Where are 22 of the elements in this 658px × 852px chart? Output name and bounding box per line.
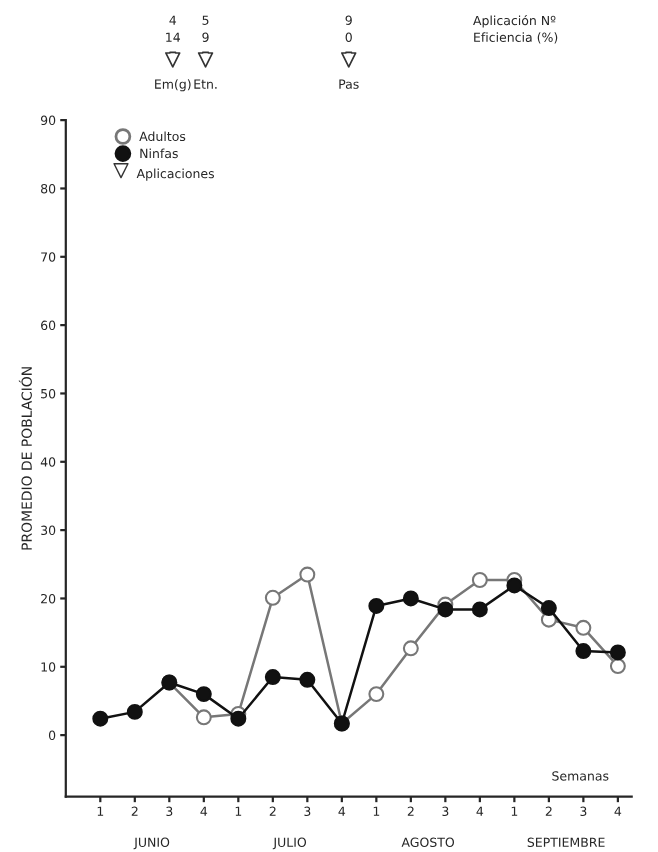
point bbox=[471, 601, 488, 618]
point bbox=[437, 601, 454, 618]
point bbox=[402, 640, 419, 657]
point bbox=[575, 643, 592, 660]
point bbox=[299, 671, 316, 688]
point bbox=[299, 566, 316, 583]
point bbox=[126, 703, 143, 720]
point bbox=[368, 597, 385, 614]
point bbox=[92, 710, 109, 727]
point bbox=[368, 686, 385, 703]
point bbox=[540, 600, 557, 617]
point bbox=[575, 619, 592, 636]
point bbox=[609, 658, 626, 675]
point bbox=[506, 577, 523, 594]
point bbox=[230, 710, 247, 727]
point bbox=[609, 644, 626, 661]
point bbox=[264, 589, 281, 606]
point bbox=[471, 572, 488, 588]
point bbox=[264, 669, 281, 686]
point bbox=[195, 709, 212, 726]
point bbox=[195, 686, 212, 703]
point bbox=[402, 590, 419, 607]
